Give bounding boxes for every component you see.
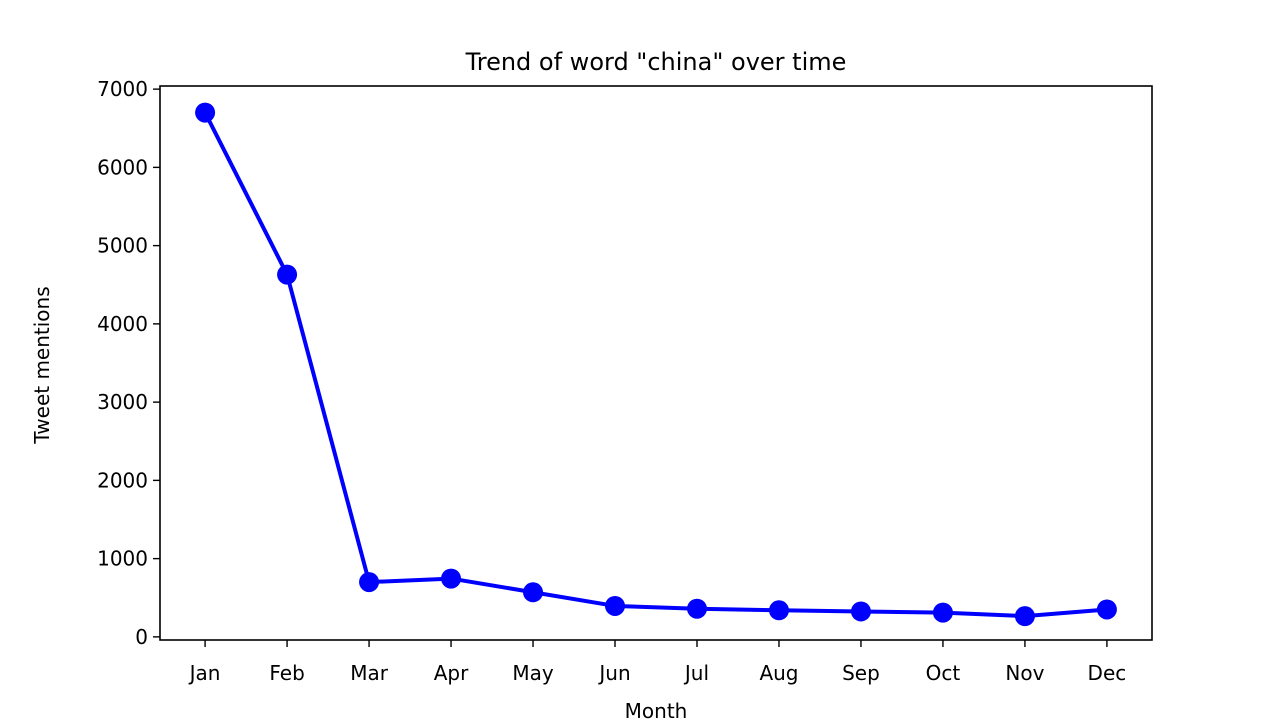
chart-title: Trend of word "china" over time [465,48,847,76]
y-tick-label: 0 [135,625,148,649]
data-point-apr [441,568,462,589]
y-tick-label: 6000 [97,155,148,179]
x-tick-label: Mar [350,661,389,685]
data-point-jul [686,598,707,619]
data-point-feb [277,264,298,285]
x-tick-label: Oct [926,661,961,685]
data-point-dec [1096,599,1117,620]
x-tick-label: Dec [1088,661,1127,685]
y-tick-label: 1000 [97,547,148,571]
x-tick-label: Apr [434,661,469,685]
plot-area: 0 1000 2000 3000 4000 5000 6000 7000 Jan Feb Mar Ap… [97,77,1153,685]
data-point-nov [1014,606,1035,627]
axes-frame [159,85,1153,641]
x-tick-label: May [512,661,554,685]
data-point-sep [850,601,871,622]
y-tick-label: 2000 [97,468,148,492]
y-tick-label: 5000 [97,234,148,258]
y-axis-label: Tweet mentions [30,286,54,444]
data-point-aug [768,600,789,621]
series-line [203,111,1108,619]
data-point-mar [359,572,380,593]
data-point-jun [605,595,626,616]
data-point-jan [195,102,216,123]
y-tick-label: 4000 [97,312,148,336]
x-tick-label: Nov [1005,661,1044,685]
x-axis-label: Month [625,699,688,720]
x-tick-label: Feb [269,661,304,685]
y-tick-label: 3000 [97,390,148,414]
x-tick-label: Jul [683,661,709,685]
x-tick-label: Sep [842,661,880,685]
x-tick-label: Jan [188,661,221,685]
y-tick-label: 7000 [97,77,148,101]
x-tick-label: Jun [597,661,630,685]
data-point-oct [932,602,953,623]
data-point-may [523,582,544,603]
x-tick-label: Aug [759,661,798,685]
